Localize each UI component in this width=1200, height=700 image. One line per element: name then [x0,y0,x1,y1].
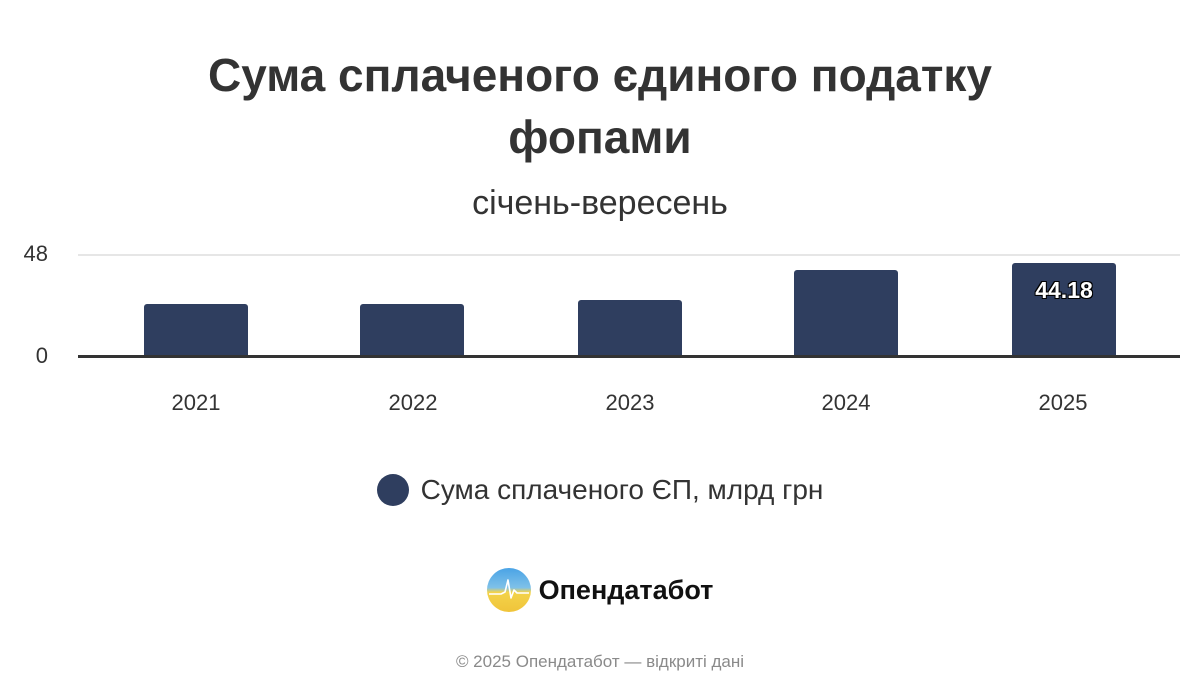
bar-2022[interactable] [360,304,464,356]
x-axis-line [78,355,1180,358]
brand-name: Опендатабот [538,574,714,605]
data-label-2025: 44.18 [1035,277,1093,303]
legend-label[interactable]: Сума сплаченого ЄП, млрд грн [420,474,824,505]
x-tick-2021: 2021 [171,390,221,415]
x-tick-2023: 2023 [605,390,655,415]
x-tick-2024: 2024 [821,390,871,415]
y-tick-48: 48 [23,241,48,266]
bar-2025[interactable]: 44.18 [1012,263,1116,356]
footer-copyright: © 2025 Опендатабот — відкриті дані [455,652,745,671]
legend: Сума сплаченого ЄП, млрд грн [0,474,1200,506]
y-tick-0: 0 [35,343,48,368]
chart-subtitle: січень-вересень [472,184,728,222]
chart-title: Сума сплаченого єдиного податку фопами [0,44,1200,168]
legend-marker-icon[interactable] [376,474,409,506]
x-tick-2022: 2022 [388,390,438,415]
chart-title-line2: фопами [508,111,692,163]
opendatabot-logo-icon [486,568,531,612]
x-tick-2025: 2025 [1038,390,1088,415]
chart-title-line1: Сума сплаченого єдиного податку [208,49,992,101]
bar-2021[interactable] [144,304,248,356]
bar-2023[interactable] [578,300,682,356]
brand: Опендатабот [0,568,1200,612]
gridline-48 [78,254,1180,256]
bar-2024[interactable] [794,270,898,356]
